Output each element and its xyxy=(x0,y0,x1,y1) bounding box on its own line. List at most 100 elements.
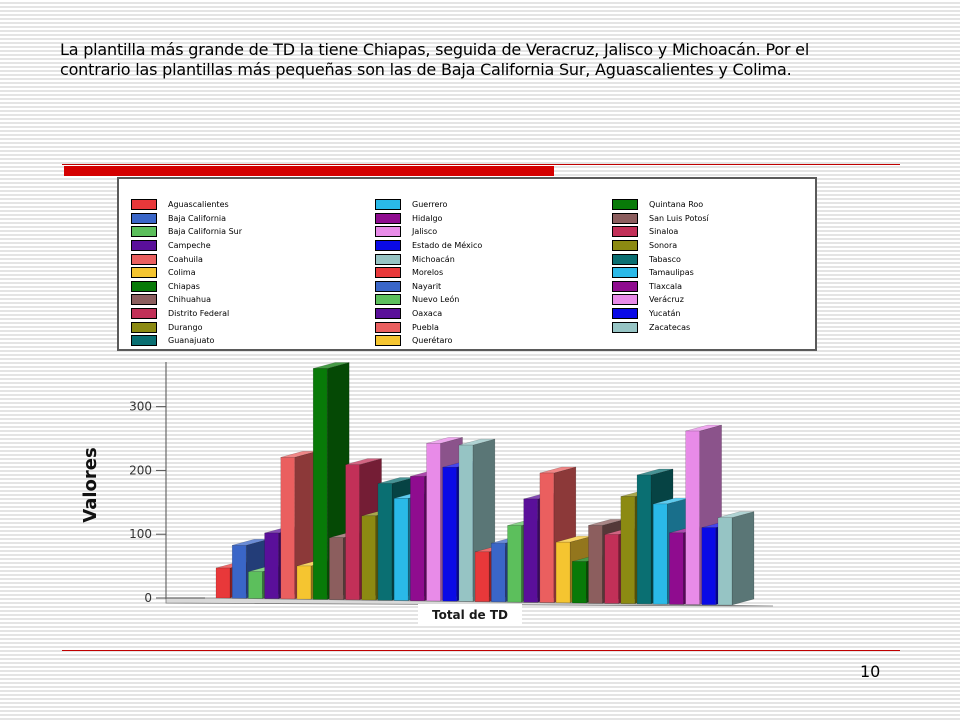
bar-front xyxy=(620,496,636,604)
legend-item: Sinaloa xyxy=(612,225,709,239)
legend-item: Sonora xyxy=(612,239,709,253)
bar-front xyxy=(248,571,263,599)
legend-swatch xyxy=(612,280,638,292)
top-accent-bar xyxy=(64,166,554,176)
legend-label: Chiapas xyxy=(168,281,200,291)
legend-swatch xyxy=(375,240,401,252)
page-number: 10 xyxy=(860,662,881,681)
legend-swatch xyxy=(612,321,638,333)
legend-label: Tabasco xyxy=(649,254,681,264)
chart-legend: Aguascalientes Baja California Baja Califo… xyxy=(117,177,817,351)
legend-item: Yucatán xyxy=(612,307,709,321)
top-rule xyxy=(62,164,900,165)
legend-label: Colima xyxy=(168,268,196,278)
legend-label: Yucatán xyxy=(649,309,681,319)
legend-swatch xyxy=(131,267,157,279)
bar-front xyxy=(669,532,684,605)
y-tick-label: 0 xyxy=(144,591,152,605)
legend-swatch xyxy=(375,321,401,333)
legend-item: Chihuahua xyxy=(131,293,242,307)
legend-label: Guerrero xyxy=(412,200,448,210)
legend-swatch xyxy=(375,335,401,347)
legend-label: Distrito Federal xyxy=(168,309,230,319)
legend-label: Jalisco xyxy=(412,227,438,237)
bar-front xyxy=(555,541,571,603)
bottom-rule xyxy=(62,650,900,651)
legend-item: Morelos xyxy=(375,266,482,280)
bar-front xyxy=(588,525,603,604)
legend-label: Estado de México xyxy=(412,241,483,251)
bar-front xyxy=(426,443,441,602)
legend-swatch xyxy=(131,226,157,238)
bar-front xyxy=(280,457,296,600)
legend-item: Hidalgo xyxy=(375,212,482,226)
legend-swatch xyxy=(375,308,401,320)
bar-front xyxy=(345,464,360,601)
legend-swatch xyxy=(612,212,638,224)
y-tick-label: 200 xyxy=(129,463,152,477)
legend-swatch xyxy=(375,199,401,211)
legend-item: Chiapas xyxy=(131,280,242,294)
legend-swatch xyxy=(131,321,157,333)
y-tick-label: 100 xyxy=(129,527,152,541)
legend-item: Aguascalientes xyxy=(131,198,242,212)
legend-label: Chihuahua xyxy=(168,295,211,305)
bar-front xyxy=(523,498,538,603)
legend-swatch xyxy=(612,253,638,265)
legend-item: Baja California Sur xyxy=(131,225,242,239)
bar-front xyxy=(231,545,247,599)
legend-swatch xyxy=(375,267,401,279)
legend-column-3: Quintana Roo San Luis Potosí Sinaloa Sonora… xyxy=(612,198,709,334)
bar-front xyxy=(329,537,344,600)
legend-item: Distrito Federal xyxy=(131,307,242,321)
bar-front xyxy=(474,551,490,602)
legend-label: Verácruz xyxy=(649,295,684,305)
legend-item: Oaxaca xyxy=(375,307,482,321)
bar-front xyxy=(442,466,457,602)
legend-label: Hidalgo xyxy=(412,213,443,223)
legend-swatch xyxy=(131,280,157,292)
bar-front xyxy=(652,503,668,605)
legend-swatch xyxy=(612,226,638,238)
legend-column-1: Aguascalientes Baja California Baja Califo… xyxy=(131,198,242,348)
chart-floor xyxy=(165,597,774,607)
legend-swatch xyxy=(612,199,638,211)
legend-item: Colima xyxy=(131,266,242,280)
bar xyxy=(717,511,755,606)
bar-front xyxy=(264,532,279,599)
x-axis-label: Total de TD xyxy=(418,604,522,626)
bar-front xyxy=(572,561,587,604)
legend-label: Quintana Roo xyxy=(649,200,704,210)
legend-label: Zacatecas xyxy=(649,322,691,332)
legend-item: Baja California xyxy=(131,212,242,226)
legend-item: Verácruz xyxy=(612,293,709,307)
legend-label: Querétaro xyxy=(412,336,453,346)
intro-paragraph: La plantilla más grande de TD la tiene C… xyxy=(60,40,810,79)
bar-front xyxy=(377,483,393,601)
legend-label: Morelos xyxy=(412,268,444,278)
legend-item: Guerrero xyxy=(375,198,482,212)
bar-front xyxy=(296,565,312,600)
legend-label: Baja California xyxy=(168,213,227,223)
legend-item: Michoacán xyxy=(375,252,482,266)
legend-item: Nayarit xyxy=(375,280,482,294)
legend-item: Estado de México xyxy=(375,239,482,253)
legend-swatch xyxy=(131,308,157,320)
legend-swatch xyxy=(131,335,157,347)
y-tick-label: 300 xyxy=(129,400,152,414)
legend-column-2: Guerrero Hidalgo Jalisco Estado de México Mi… xyxy=(375,198,482,348)
legend-label: Nayarit xyxy=(412,281,442,291)
legend-label: Coahuila xyxy=(168,254,203,264)
legend-item: Nuevo León xyxy=(375,293,482,307)
y-axis-title: Valores xyxy=(80,447,101,522)
legend-label: Nuevo León xyxy=(412,295,460,305)
legend-label: Michoacán xyxy=(412,254,455,264)
bar-side xyxy=(731,511,755,606)
legend-item: Puebla xyxy=(375,320,482,334)
bar xyxy=(280,450,318,600)
legend-swatch xyxy=(375,226,401,238)
bar-front xyxy=(491,542,506,603)
legend-swatch xyxy=(375,294,401,306)
legend-label: Baja California Sur xyxy=(168,227,243,237)
legend-swatch xyxy=(612,267,638,279)
